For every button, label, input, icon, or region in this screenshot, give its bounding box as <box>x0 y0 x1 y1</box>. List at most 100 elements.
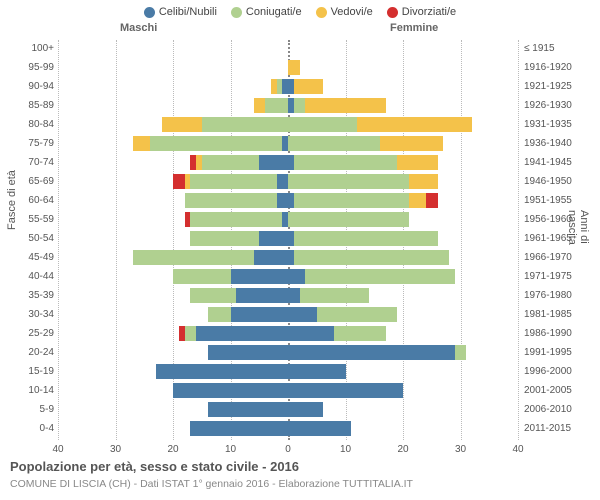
x-tick: 10 <box>225 444 236 455</box>
segment <box>259 231 288 246</box>
age-row <box>58 192 518 211</box>
bar-female <box>288 98 386 113</box>
x-tick: 30 <box>455 444 466 455</box>
birth-label: 1956-1960 <box>524 214 584 225</box>
bar-male <box>173 269 288 284</box>
age-label: 25-29 <box>24 328 54 339</box>
bar-male <box>190 231 288 246</box>
legend-swatch <box>316 7 327 18</box>
legend-label: Celibi/Nubili <box>159 6 217 18</box>
bar-female <box>288 250 449 265</box>
age-label: 80-84 <box>24 119 54 130</box>
segment <box>173 383 288 398</box>
header-female: Femmine <box>390 22 438 34</box>
age-label: 75-79 <box>24 138 54 149</box>
segment <box>185 326 197 341</box>
segment <box>288 326 334 341</box>
segment <box>190 288 236 303</box>
segment <box>162 117 202 132</box>
segment <box>294 98 306 113</box>
birth-label: 2006-2010 <box>524 404 584 415</box>
bar-female <box>288 402 323 417</box>
legend-item: Divorziati/e <box>387 6 456 18</box>
segment <box>305 269 455 284</box>
age-row <box>58 249 518 268</box>
birth-label: 1941-1945 <box>524 157 584 168</box>
bar-male <box>271 79 288 94</box>
age-row <box>58 420 518 439</box>
birth-label: 2001-2005 <box>524 385 584 396</box>
segment <box>288 288 300 303</box>
bar-male <box>173 383 288 398</box>
birth-label: ≤ 1915 <box>524 43 584 54</box>
age-label: 70-74 <box>24 157 54 168</box>
age-label: 65-69 <box>24 176 54 187</box>
legend-swatch <box>231 7 242 18</box>
chart-area: Fasce di età Anni di nascita 40302010010… <box>0 40 600 460</box>
bar-male <box>190 288 288 303</box>
segment <box>397 155 437 170</box>
segment <box>173 269 231 284</box>
legend: Celibi/Nubili Coniugati/e Vedovi/e Divorzia… <box>0 0 600 22</box>
legend-item: Celibi/Nubili <box>144 6 217 18</box>
age-row <box>58 116 518 135</box>
segment <box>300 288 369 303</box>
plot-area <box>58 40 518 440</box>
segment <box>277 174 289 189</box>
bar-male <box>208 402 289 417</box>
bar-male <box>133 136 288 151</box>
birth-label: 1961-1965 <box>524 233 584 244</box>
legend-label: Coniugati/e <box>246 6 302 18</box>
bar-female <box>288 421 351 436</box>
age-label: 40-44 <box>24 271 54 282</box>
bar-male <box>179 326 288 341</box>
age-row <box>58 173 518 192</box>
age-row <box>58 135 518 154</box>
x-tick: 40 <box>512 444 523 455</box>
ylabel-left: Fasce di età <box>6 170 18 230</box>
segment <box>288 117 357 132</box>
chart-subtitle: COMUNE DI LISCIA (CH) - Dati ISTAT 1° ge… <box>10 478 413 490</box>
age-row <box>58 97 518 116</box>
segment <box>409 174 438 189</box>
bar-female <box>288 231 438 246</box>
segment <box>265 98 288 113</box>
segment <box>277 193 289 208</box>
segment <box>208 345 289 360</box>
segment <box>190 212 282 227</box>
bar-female <box>288 307 397 322</box>
header-male: Maschi <box>120 22 157 34</box>
segment <box>426 193 438 208</box>
bar-female <box>288 288 369 303</box>
age-row <box>58 211 518 230</box>
segment <box>288 383 403 398</box>
age-label: 45-49 <box>24 252 54 263</box>
bar-female <box>288 193 438 208</box>
segment <box>305 98 386 113</box>
birth-label: 1996-2000 <box>524 366 584 377</box>
birth-label: 1991-1995 <box>524 347 584 358</box>
bar-female <box>288 326 386 341</box>
segment <box>190 174 276 189</box>
bar-female <box>288 345 466 360</box>
segment <box>288 402 323 417</box>
age-row <box>58 306 518 325</box>
age-label: 50-54 <box>24 233 54 244</box>
legend-swatch <box>387 7 398 18</box>
age-label: 0-4 <box>24 423 54 434</box>
legend-item: Vedovi/e <box>316 6 373 18</box>
legend-label: Divorziati/e <box>402 6 456 18</box>
age-label: 30-34 <box>24 309 54 320</box>
bar-male <box>156 364 288 379</box>
x-tick: 20 <box>397 444 408 455</box>
birth-label: 1916-1920 <box>524 62 584 73</box>
segment <box>317 307 398 322</box>
birth-label: 1936-1940 <box>524 138 584 149</box>
segment <box>294 231 438 246</box>
age-row <box>58 287 518 306</box>
segment <box>455 345 467 360</box>
segment <box>173 174 185 189</box>
birth-label: 1951-1955 <box>524 195 584 206</box>
segment <box>294 193 409 208</box>
segment <box>259 155 288 170</box>
